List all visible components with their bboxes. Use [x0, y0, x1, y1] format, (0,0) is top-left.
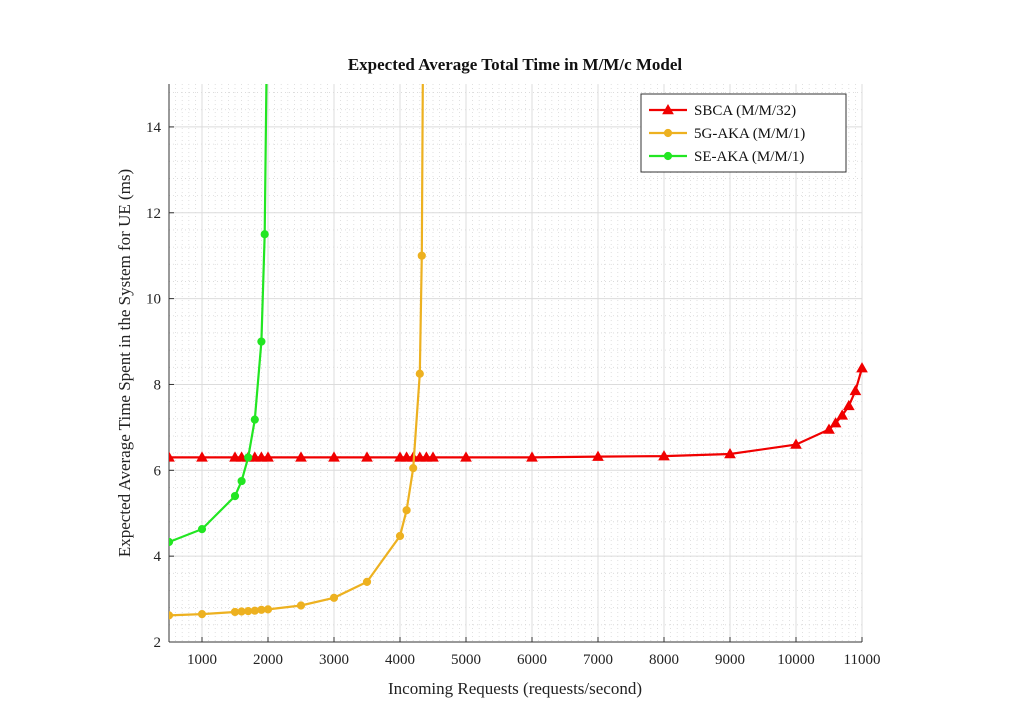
data-point — [849, 384, 862, 396]
data-point — [724, 447, 736, 459]
data-point — [260, 230, 269, 239]
data-point — [262, 451, 274, 462]
data-point — [790, 438, 802, 449]
series-3 — [169, 84, 269, 547]
series-layer — [169, 84, 868, 620]
y-tick-label: 8 — [154, 377, 162, 393]
y-tick-label: 12 — [146, 206, 161, 222]
data-point — [244, 606, 253, 616]
data-point — [409, 464, 418, 473]
data-point — [329, 593, 339, 602]
legend-marker — [662, 103, 674, 115]
data-point — [296, 601, 306, 610]
data-point — [361, 451, 373, 462]
data-point — [592, 450, 604, 461]
legend-item: SE-AKA (M/M/1) — [649, 149, 804, 165]
y-tick-label: 6 — [154, 463, 162, 479]
y-tick-label: 2 — [154, 635, 162, 651]
y-tick-label: 10 — [146, 292, 161, 308]
x-tick-label: 10000 — [777, 652, 815, 668]
data-point — [460, 451, 472, 462]
x-tick-label: 2000 — [253, 652, 283, 668]
data-point — [829, 417, 842, 428]
legend-item: 5G-AKA (M/M/1) — [649, 126, 805, 142]
data-point — [250, 606, 259, 615]
x-tick-label: 11000 — [844, 652, 881, 668]
x-tick-label: 4000 — [385, 652, 415, 668]
plot-area — [169, 84, 862, 642]
legend-label: SE-AKA (M/M/1) — [694, 149, 804, 165]
axes — [168, 84, 863, 643]
y-tick-label: 14 — [146, 120, 162, 136]
legend-marker — [663, 128, 673, 138]
data-point — [244, 453, 253, 462]
data-point — [417, 251, 426, 260]
data-point — [856, 362, 868, 373]
x-tick-label: 3000 — [319, 652, 349, 668]
x-tick-label: 5000 — [451, 652, 481, 668]
x-tick-label: 7000 — [583, 652, 613, 668]
data-point — [427, 451, 439, 462]
data-point — [395, 531, 405, 541]
x-tick-label: 1000 — [187, 652, 217, 668]
data-point — [526, 451, 538, 462]
series-2 — [169, 84, 426, 620]
legend-label: 5G-AKA (M/M/1) — [694, 126, 805, 142]
data-point — [415, 369, 424, 378]
data-point — [295, 451, 307, 462]
data-point — [196, 451, 208, 462]
legend-item: SBCA (M/M/32) — [649, 103, 796, 119]
data-point — [250, 415, 259, 424]
chart-title: Expected Average Total Time in M/M/c Mod… — [348, 55, 683, 74]
data-point — [658, 450, 670, 461]
y-tick-label: 4 — [154, 549, 162, 565]
data-point — [237, 607, 246, 616]
data-point — [169, 611, 174, 620]
minor-grid — [169, 84, 862, 642]
data-point — [402, 506, 411, 515]
data-point — [169, 537, 174, 547]
data-point — [230, 491, 240, 501]
data-point — [257, 605, 266, 614]
y-axis-title: Expected Average Time Spent in the Syste… — [115, 169, 134, 557]
legend-label: SBCA (M/M/32) — [694, 103, 796, 119]
x-tick-label: 6000 — [517, 652, 547, 668]
data-point — [257, 337, 266, 346]
series-1 — [169, 362, 868, 462]
data-point — [197, 525, 207, 534]
data-point — [823, 423, 835, 434]
x-tick-label: 9000 — [715, 652, 745, 668]
tick-labels: 1000 2000 3000 4000 5000 6000 7000 8000 9000 1000… — [146, 120, 880, 668]
data-point — [362, 577, 372, 587]
data-point — [169, 451, 175, 462]
x-tick-label: 8000 — [649, 652, 679, 668]
legend: SBCA (M/M/32) 5G-AKA (M/M/1) SE-AKA (M/M/1… — [640, 93, 847, 173]
data-point — [263, 605, 273, 614]
data-point — [230, 607, 240, 617]
data-point — [842, 399, 855, 411]
data-point — [237, 476, 246, 486]
data-point — [328, 451, 340, 462]
data-point — [197, 610, 207, 619]
x-axis-title: Incoming Requests (requests/second) — [388, 679, 642, 698]
legend-marker — [663, 151, 673, 161]
data-point — [836, 409, 849, 420]
